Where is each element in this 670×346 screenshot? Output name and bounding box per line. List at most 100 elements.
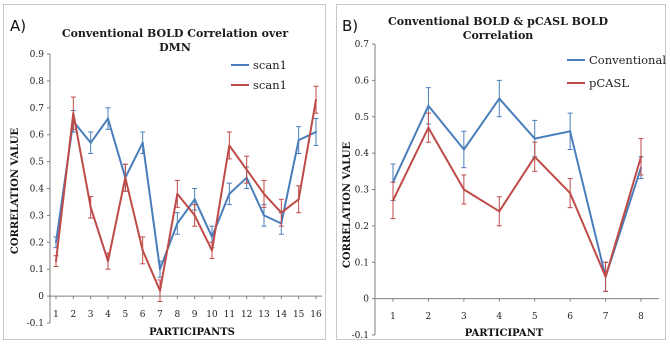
a-x-tick-label: 13 (258, 310, 270, 320)
b-series-1-point (462, 188, 465, 191)
b-legend-label-0: Conventional (589, 53, 666, 67)
b-series-0-point (569, 130, 572, 133)
b-series-0-point (427, 104, 430, 107)
b-y-tick-label: 0.3 (355, 186, 370, 196)
b-y-tick-label: 0.2 (355, 222, 369, 232)
a-legend-label-0: scan1 (253, 58, 287, 72)
a-x-tick-label: 11 (224, 310, 235, 320)
a-y-tick-label: 0.2 (30, 238, 44, 248)
b-series-1-line (392, 126, 642, 278)
a-y-tick-label: 0.6 (30, 131, 45, 141)
a-series-0-point (193, 198, 196, 201)
a-series-0-point (228, 192, 231, 195)
chart-b-x-axis-label: PARTICIPANT (465, 328, 544, 339)
a-x-tick-label: 6 (140, 310, 146, 320)
a-series-1-point (159, 289, 161, 292)
b-series-1-point (569, 192, 572, 195)
b-series-1-point (640, 155, 642, 158)
a-series-1-point (193, 214, 196, 217)
b-x-tick-label: 3 (461, 312, 467, 322)
chart-b-svg: B) Conventional BOLD & pCASL BOLD Correl… (342, 15, 666, 341)
a-series-1-point (315, 98, 317, 101)
a-y-tick-label: 0.9 (30, 50, 45, 60)
b-x-tick-label: 6 (567, 312, 573, 322)
b-series-1-point (604, 275, 607, 278)
chart-a-title-line-1: Conventional BOLD Correlation over (62, 27, 289, 40)
a-y-tick-label: 0.3 (30, 211, 45, 221)
a-y-tick-label: 0.7 (30, 104, 45, 114)
a-x-tick-label: 7 (157, 310, 163, 320)
b-series-1-point (533, 155, 536, 158)
a-x-tick-label: 5 (122, 310, 128, 320)
panel-letter-b: B) (342, 17, 358, 35)
a-x-tick-label: 3 (88, 310, 94, 320)
a-series-0-point (89, 141, 92, 144)
a-x-tick-label: 14 (276, 310, 288, 320)
b-x-tick-label: 4 (496, 312, 502, 322)
a-series-0-point (55, 241, 57, 244)
b-y-tick-label: 0.5 (355, 113, 370, 123)
panel-letter-a: A) (10, 17, 26, 35)
a-x-tick-label: 10 (206, 310, 218, 320)
b-x-tick-label: 7 (603, 312, 609, 322)
a-series-1-point (228, 144, 231, 147)
a-series-0-point (263, 214, 265, 217)
a-x-tick-label: 1 (53, 310, 59, 320)
a-series-0-line (55, 117, 317, 271)
a-series-1-point (245, 168, 248, 171)
a-series-1 (53, 85, 319, 302)
a-series-1-point (107, 260, 109, 263)
a-x-tick-label: 4 (105, 310, 111, 320)
a-series-0-point (107, 117, 109, 120)
a-y-tick-label: 0 (38, 292, 44, 302)
chart-b-y-axis-label: CORRELATION VALUE (342, 142, 353, 269)
a-series-1-point (211, 249, 213, 252)
a-x-tick-label: 2 (70, 310, 76, 320)
a-series-0 (53, 107, 319, 278)
b-series-0-point (498, 97, 501, 100)
b-y-tick-label: 0.6 (355, 76, 370, 86)
a-x-tick-label: 16 (310, 310, 322, 320)
b-y-tick-label: 0 (363, 295, 369, 305)
a-y-tick-label: -0.1 (27, 319, 44, 329)
b-series-1-point (427, 126, 430, 129)
a-x-tick-label: 8 (174, 310, 180, 320)
b-y-tick-label: 0.4 (355, 149, 370, 159)
b-series-0-point (462, 148, 465, 151)
a-series-0-point (297, 139, 300, 142)
a-x-tick-label: 12 (241, 310, 252, 320)
a-series-1-point (263, 192, 265, 195)
chart-b-title-line-1: Conventional BOLD & pCASL BOLD (388, 15, 608, 28)
b-x-tick-label: 1 (390, 312, 396, 322)
a-legend-label-1: scan1 (253, 78, 287, 92)
a-series-1-point (297, 198, 300, 201)
b-series-1 (390, 112, 644, 292)
b-legend-label-1: pCASL (589, 76, 629, 90)
a-series-1-point (124, 176, 127, 179)
a-series-1-point (280, 211, 283, 214)
a-series-0-point (211, 235, 213, 238)
a-series-0-point (159, 268, 161, 271)
a-series-1-point (72, 112, 75, 115)
chart-a-x-axis-label: PARTICIPANTS (149, 327, 235, 338)
a-y-tick-label: 0.5 (30, 158, 45, 168)
b-y-tick-label: 0.7 (355, 40, 370, 50)
a-x-tick-label: 15 (293, 310, 305, 320)
b-y-tick-label: -0.1 (352, 331, 369, 341)
chart-a-title-line-2: DMN (159, 41, 191, 54)
a-series-1-point (141, 249, 144, 252)
a-series-0-point (141, 141, 144, 144)
a-y-tick-label: 0.1 (30, 265, 44, 275)
chart-panel-b: B) Conventional BOLD & pCASL BOLD Correl… (336, 4, 666, 341)
b-series-0-line (392, 97, 642, 278)
a-x-tick-label: 9 (192, 310, 198, 320)
a-series-1-point (55, 260, 57, 263)
b-series-1-point (392, 199, 394, 202)
chart-panel-a: A) Conventional BOLD Correlation over DM… (3, 4, 326, 340)
b-x-tick-label: 5 (532, 312, 538, 322)
a-series-1-point (89, 206, 92, 209)
b-series-1-point (498, 210, 501, 213)
chart-a-y-axis-label: CORRELATION VALUE (10, 128, 21, 255)
chart-a-svg: A) Conventional BOLD Correlation over DM… (10, 17, 322, 338)
a-y-tick-label: 0.8 (30, 77, 45, 87)
